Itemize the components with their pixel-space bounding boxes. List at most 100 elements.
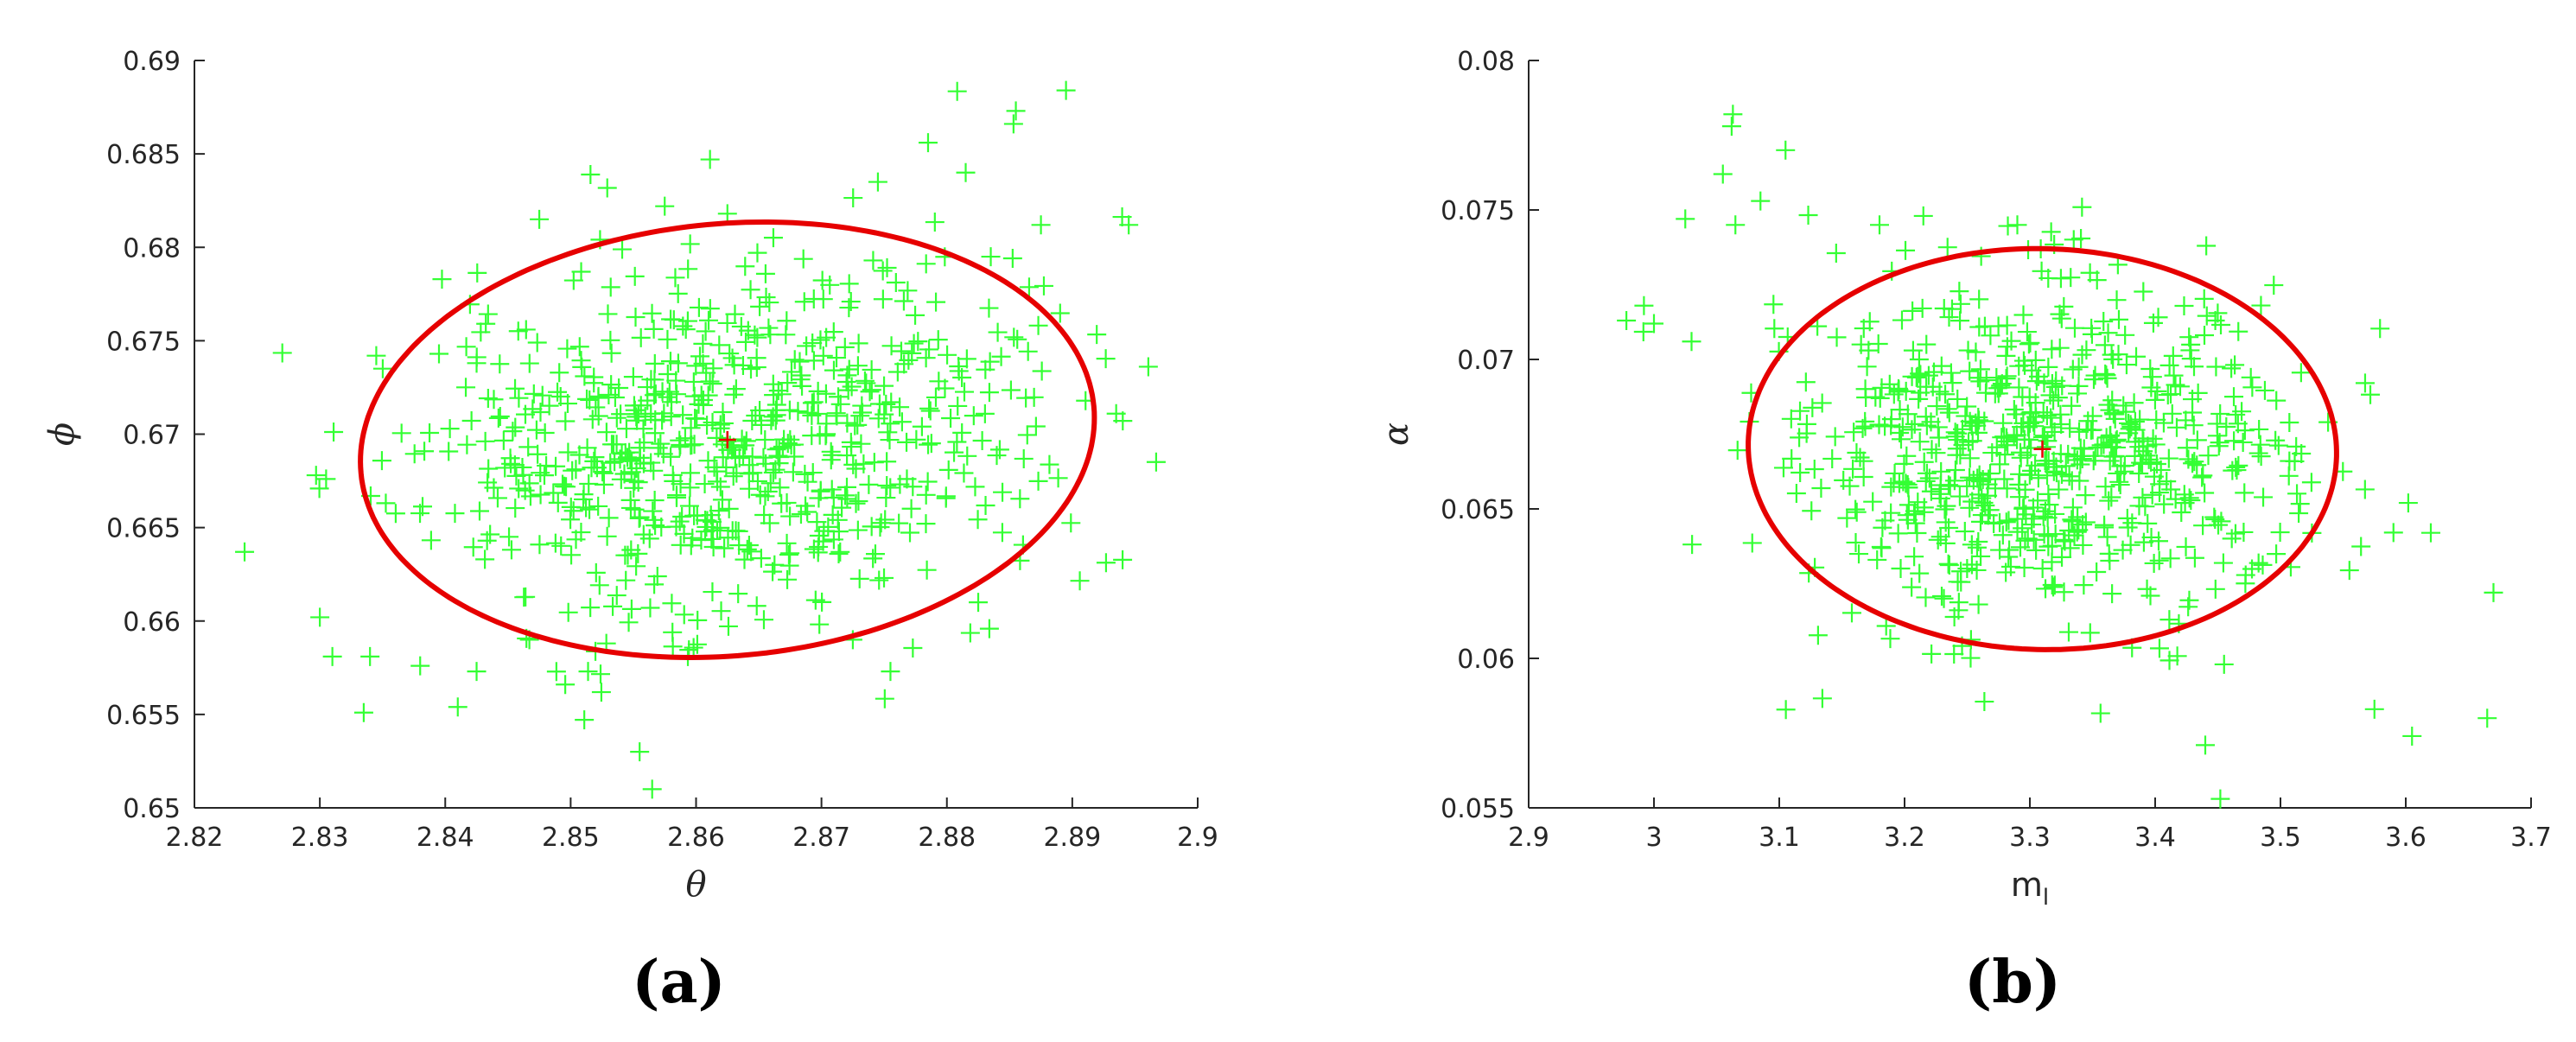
scatter-point xyxy=(919,398,939,418)
scatter-point xyxy=(1018,341,1038,361)
scatter-point xyxy=(591,683,611,702)
scatter-point xyxy=(838,380,858,400)
scatter-point xyxy=(1031,215,1051,235)
scatter-point xyxy=(2267,544,2287,564)
scatter-point xyxy=(506,417,525,437)
scatter-point xyxy=(2170,377,2190,397)
scatter-point xyxy=(807,512,827,532)
scatter-point xyxy=(526,420,546,440)
scatter-point xyxy=(792,376,812,396)
scatter-point xyxy=(1926,443,1946,463)
scatter-point xyxy=(766,440,786,460)
scatter-point xyxy=(643,501,663,521)
scatter-point xyxy=(322,646,342,666)
scatter-point xyxy=(2223,461,2242,480)
scatter-point xyxy=(2217,417,2236,437)
scatter-point xyxy=(936,486,956,506)
scatter-point xyxy=(975,403,995,423)
scatter-point xyxy=(1916,588,1936,607)
scatter-point xyxy=(846,493,866,513)
scatter-point xyxy=(779,400,799,420)
scatter-point xyxy=(1682,332,1701,352)
scatter-point xyxy=(1119,215,1139,235)
scatter-point xyxy=(862,359,881,379)
scatter-point xyxy=(1924,362,1943,382)
scatter-point xyxy=(2082,324,2102,344)
scatter-point xyxy=(1917,334,1937,354)
scatter-point xyxy=(1050,303,1070,323)
scatter-point xyxy=(509,479,529,499)
scatter-point xyxy=(2175,493,2195,513)
scatter-point xyxy=(2301,473,2321,492)
scatter-point xyxy=(947,81,967,101)
scatter-point xyxy=(1896,381,1916,401)
scatter-point xyxy=(1957,476,1977,496)
scatter-point xyxy=(824,487,843,507)
scatter-point xyxy=(2019,334,2039,354)
scatter-point xyxy=(2115,325,2135,345)
scatter-point xyxy=(809,526,829,546)
scatter-point xyxy=(1969,465,1989,485)
scatter-point xyxy=(2041,222,2061,242)
scatter-point xyxy=(569,337,589,357)
scatter-point xyxy=(2133,487,2153,507)
scatter-point xyxy=(751,549,771,569)
scatter-point xyxy=(627,407,646,427)
scatter-point xyxy=(2028,468,2048,488)
scatter-point xyxy=(2268,435,2288,455)
scatter-point xyxy=(900,523,920,543)
scatter-point xyxy=(803,334,823,353)
scatter-point xyxy=(664,471,684,491)
scatter-point xyxy=(960,623,980,643)
scatter-point xyxy=(2484,582,2503,602)
scatter-point xyxy=(645,575,665,594)
scatter-point xyxy=(1949,486,1969,506)
scatter-point xyxy=(2042,417,2062,437)
scatter-point xyxy=(519,353,539,373)
scatter-point xyxy=(457,435,477,454)
scatter-point xyxy=(949,361,969,381)
scatter-point xyxy=(2149,483,2169,503)
scatter-point xyxy=(829,387,849,407)
y-tick-label: 0.69 xyxy=(123,47,181,77)
scatter-point xyxy=(1990,540,2010,560)
scatter-point xyxy=(1847,502,1867,522)
scatter-point xyxy=(849,569,869,588)
scatter-point xyxy=(1948,389,1968,409)
scatter-point xyxy=(514,588,534,607)
scatter-point xyxy=(1056,80,1076,100)
scatter-point xyxy=(2242,378,2262,397)
scatter-point xyxy=(1934,299,1954,319)
scatter-point xyxy=(1842,603,1861,623)
scatter-point xyxy=(625,266,645,286)
scatter-point xyxy=(1790,428,1810,448)
scatter-point xyxy=(1855,411,1875,431)
scatter-point xyxy=(563,501,583,521)
scatter-point xyxy=(862,380,881,400)
scatter-point xyxy=(404,444,424,464)
scatter-point xyxy=(2143,429,2163,448)
scatter-point xyxy=(813,289,833,309)
scatter-point xyxy=(849,334,868,353)
scatter-point xyxy=(1726,215,1746,235)
scatter-point xyxy=(2147,410,2166,429)
scatter-point xyxy=(1061,513,1081,533)
scatter-point xyxy=(670,511,690,531)
scatter-point xyxy=(703,520,722,540)
scatter-point xyxy=(1860,312,1880,332)
scatter-point xyxy=(832,498,852,518)
scatter-point xyxy=(385,504,405,524)
confidence-ellipse-a xyxy=(358,219,1097,661)
scatter-point xyxy=(1871,537,1891,556)
scatter-point xyxy=(2084,370,2104,390)
scatter-point xyxy=(780,506,800,526)
scatter-point xyxy=(875,568,894,588)
scatter-point xyxy=(1953,435,1973,455)
scatter-point xyxy=(889,513,909,533)
scatter-point xyxy=(2056,456,2076,476)
scatter-point xyxy=(703,412,722,432)
scatter-point xyxy=(641,370,661,390)
scatter-point xyxy=(1019,277,1039,297)
scatter-point xyxy=(432,270,452,289)
scatter-point xyxy=(710,477,730,497)
